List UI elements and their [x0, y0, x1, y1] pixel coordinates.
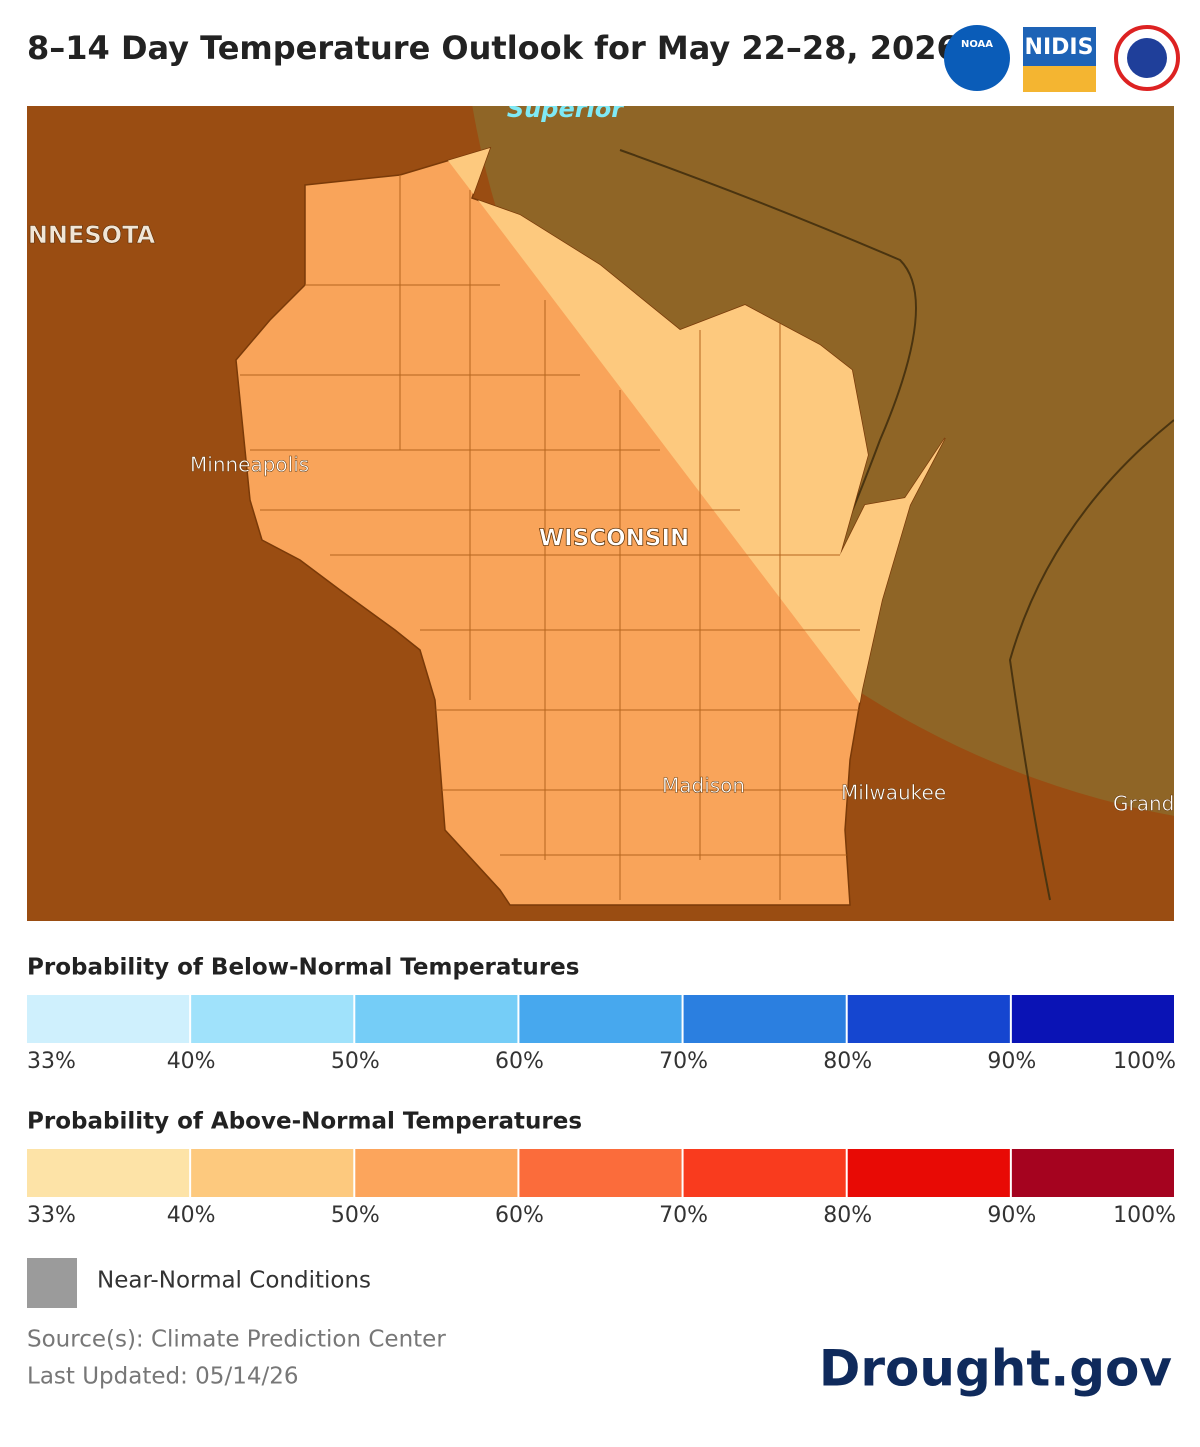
- legend-bin: [191, 995, 354, 1043]
- state-label: MINNESOTA: [0, 221, 156, 249]
- legend-title: Probability of Below-Normal Temperatures: [27, 955, 579, 981]
- legend-bin: [355, 995, 518, 1043]
- city-label: Madison: [662, 774, 745, 798]
- legend-bin: [519, 995, 682, 1043]
- legend-bin: [519, 1149, 682, 1197]
- nidis-band: [1023, 66, 1096, 92]
- city-label: Grand: [1113, 792, 1174, 816]
- legend-tick: 33%: [27, 1203, 76, 1228]
- state-label: WISCONSIN: [539, 526, 690, 552]
- legend-bin: [191, 1149, 354, 1197]
- legend-tick: 40%: [167, 1049, 216, 1074]
- map: Superior MINNESOTA WISCONSIN Minneapolis…: [0, 95, 1174, 921]
- noaa-logo: [944, 25, 1010, 91]
- legend-tick: 40%: [167, 1203, 216, 1228]
- legends: Probability of Below-Normal Temperatures…: [27, 955, 1176, 1228]
- legend-tick: 50%: [331, 1049, 380, 1074]
- legend-bin: [1011, 1149, 1174, 1197]
- legend-bin: [683, 995, 846, 1043]
- logos: NOAA NIDIS: [944, 25, 1180, 92]
- legend-tick: 60%: [495, 1049, 544, 1074]
- city-label: Milwaukee: [841, 781, 946, 805]
- shoreline: [1008, 419, 1174, 901]
- nidis-text: NIDIS: [1025, 35, 1094, 60]
- legend-tick: 80%: [823, 1203, 872, 1228]
- legend-tick: 90%: [987, 1049, 1036, 1074]
- legend-bin: [847, 1149, 1010, 1197]
- noaa-text: NOAA: [961, 39, 993, 50]
- legend-tick: 100%: [1113, 1203, 1176, 1228]
- legend-tick: 100%: [1113, 1049, 1176, 1074]
- legend-tick: 33%: [27, 1049, 76, 1074]
- legend-bin: [355, 1149, 518, 1197]
- legend-tick: 60%: [495, 1203, 544, 1228]
- source: Source(s): Climate Prediction Center: [27, 1327, 446, 1353]
- legend-tick: 90%: [987, 1203, 1036, 1228]
- legend-bin: [27, 1149, 190, 1197]
- legend-tick: 80%: [823, 1049, 872, 1074]
- county-lines: [240, 175, 860, 900]
- legend-tick: 70%: [659, 1049, 708, 1074]
- legend-tick: 70%: [659, 1203, 708, 1228]
- legend-title: Probability of Above-Normal Temperatures: [27, 1109, 582, 1135]
- legend-bin: [1011, 995, 1174, 1043]
- near-normal-swatch: [27, 1258, 77, 1308]
- nws-inner: [1127, 38, 1167, 78]
- updated: Last Updated: 05/14/26: [27, 1364, 298, 1390]
- legend-bin: [27, 995, 190, 1043]
- lake-label: Superior: [507, 95, 625, 123]
- near-normal-label: Near-Normal Conditions: [97, 1268, 371, 1294]
- legend-bin: [847, 995, 1010, 1043]
- city-label: Minneapolis: [190, 453, 309, 477]
- legend-tick: 50%: [331, 1203, 380, 1228]
- brand: Drought.gov: [819, 1340, 1172, 1398]
- shoreline: [619, 149, 917, 561]
- legend-bin: [683, 1149, 846, 1197]
- title: 8–14 Day Temperature Outlook for May 22–…: [27, 29, 959, 67]
